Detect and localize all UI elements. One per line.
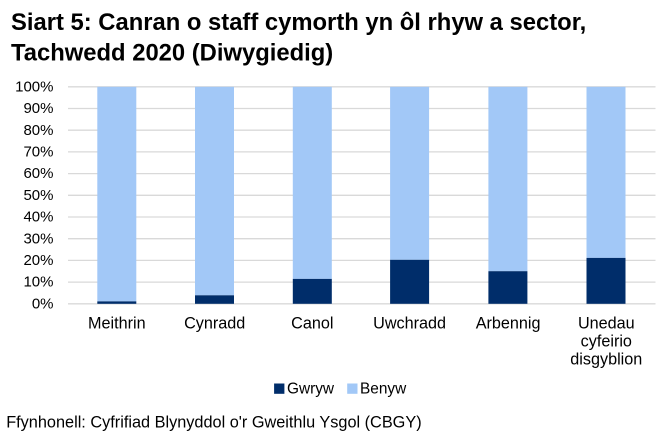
svg-text:Ffynhonell: Cyfrifiad Blynyddo: Ffynhonell: Cyfrifiad Blynyddol o'r Gwei…	[6, 413, 421, 431]
svg-text:Gwryw: Gwryw	[287, 381, 335, 398]
svg-text:40%: 40%	[23, 209, 53, 226]
svg-text:70%: 70%	[23, 144, 53, 161]
svg-text:10%: 10%	[23, 274, 53, 291]
svg-text:Benyw: Benyw	[360, 381, 407, 398]
svg-text:Tachwedd 2020 (Diwygiedig): Tachwedd 2020 (Diwygiedig)	[11, 40, 333, 67]
svg-text:cyfeirio: cyfeirio	[581, 333, 632, 351]
svg-text:100%: 100%	[15, 78, 53, 95]
svg-text:Cynradd: Cynradd	[184, 315, 245, 333]
svg-text:0%: 0%	[32, 295, 54, 312]
svg-text:Uwchradd: Uwchradd	[373, 315, 446, 333]
svg-text:Meithrin: Meithrin	[88, 315, 146, 333]
svg-text:Canol: Canol	[291, 315, 333, 333]
svg-text:50%: 50%	[23, 187, 53, 204]
svg-text:30%: 30%	[23, 230, 53, 247]
svg-text:20%: 20%	[23, 252, 53, 269]
svg-text:80%: 80%	[23, 122, 53, 139]
svg-text:90%: 90%	[23, 100, 53, 117]
svg-text:60%: 60%	[23, 165, 53, 182]
svg-text:disgyblion: disgyblion	[570, 351, 642, 369]
svg-text:Unedau: Unedau	[578, 315, 635, 333]
svg-text:Siart 5: Canran o staff cymort: Siart 5: Canran o staff cymorth yn ôl rh…	[11, 9, 586, 36]
svg-text:Arbennig: Arbennig	[476, 315, 541, 333]
